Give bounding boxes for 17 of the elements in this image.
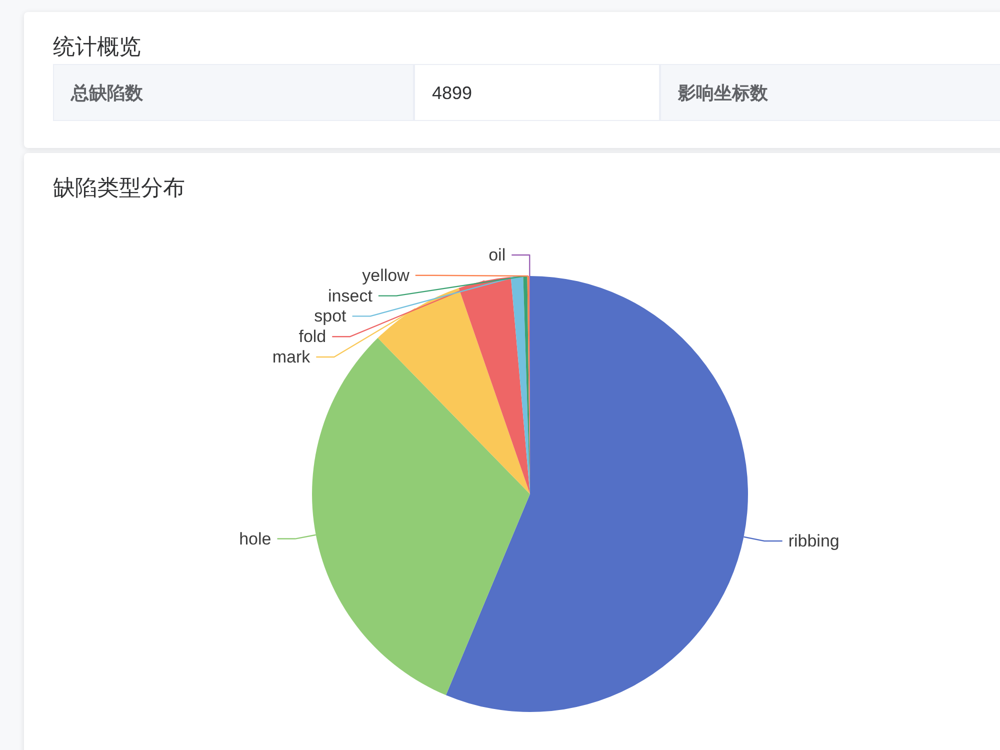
slice-label: hole (239, 529, 272, 548)
pie-slice (446, 276, 748, 712)
slice-label: oil (488, 246, 506, 264)
slice-label: fold (298, 327, 326, 346)
slice-label: spot (314, 306, 347, 326)
pie-slice (458, 276, 530, 494)
slice-label: mark (272, 348, 311, 366)
slice-label: insect (328, 286, 373, 306)
text: 4899 (414, 64, 660, 121)
text: 总缺陷数 (53, 64, 414, 121)
pie-slice (510, 276, 530, 494)
pie-slice (378, 288, 530, 494)
slice-label: yellow (362, 266, 410, 285)
text: 影响坐标数 (660, 64, 1000, 121)
chart-title: 缺陷类型分布 (53, 174, 185, 202)
text: 统计概览 (53, 33, 141, 61)
slice-label: ribbing (788, 531, 840, 550)
